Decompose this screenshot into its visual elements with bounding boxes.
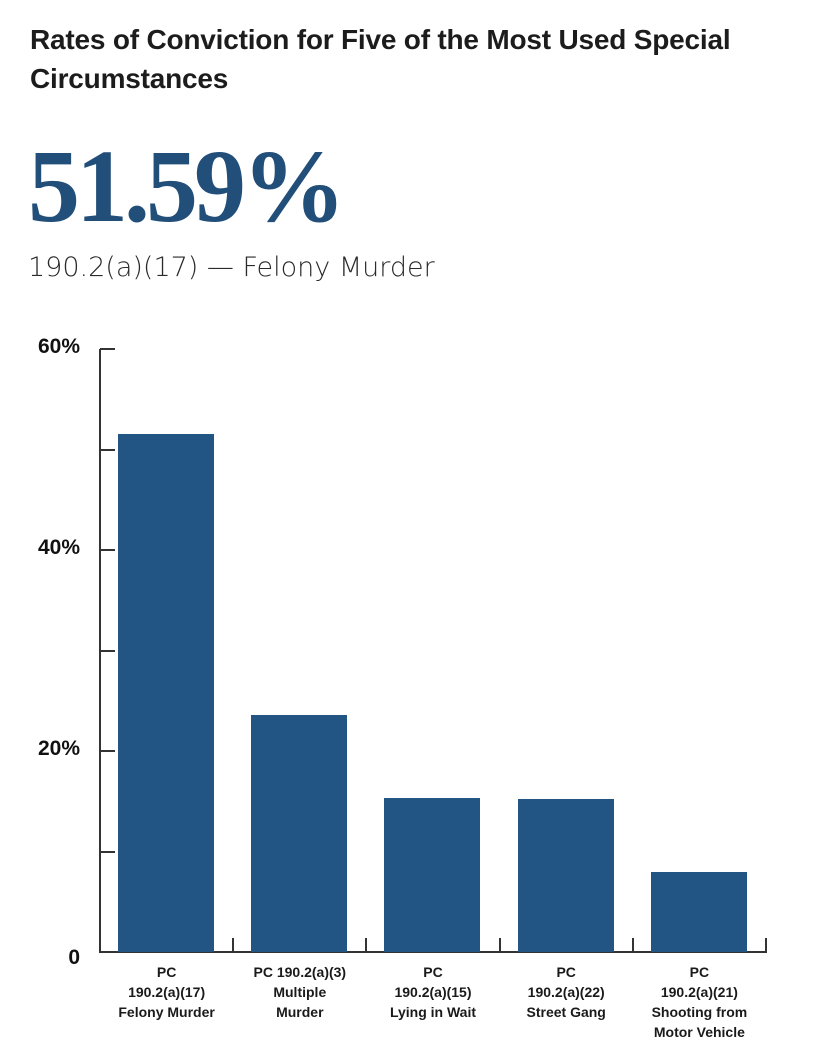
chart-title: Rates of Conviction for Five of the Most… [30, 24, 731, 94]
x-tick [498, 938, 501, 952]
x-category-label: PC 190.2(a)(21) Shooting from Motor Vehi… [651, 964, 748, 1040]
x-category-label: PC 190.2(a)(22) Street Gang [526, 964, 606, 1020]
bar [251, 714, 348, 952]
highlight-value: 51.59% [28, 129, 346, 244]
highlight-label: 190.2(a)(17) — Felony Murder [28, 252, 435, 283]
bar [517, 799, 614, 952]
x-tick [631, 938, 634, 952]
y-tick-label: 0 [68, 946, 80, 969]
y-tick [100, 549, 115, 551]
x-category-label: PC 190.2(a)(17) Felony Murder [118, 964, 215, 1020]
x-tick [765, 938, 767, 952]
y-tick [100, 850, 115, 853]
x-axis [99, 951, 767, 953]
x-tick [232, 938, 235, 952]
x-category-label: PC 190.2(a)(15) Lying in Wait [389, 964, 477, 1020]
y-tick [100, 448, 115, 451]
x-category-label: PC 190.2(a)(3) Multiple Murder [253, 964, 347, 1020]
bar [384, 798, 481, 952]
y-tick-label: 20% [37, 737, 80, 760]
y-tick [100, 649, 115, 652]
y-tick-label: 60% [37, 335, 80, 358]
y-tick [100, 348, 115, 350]
bar [118, 433, 214, 952]
bar [650, 871, 747, 952]
y-tick-label: 40% [37, 536, 80, 559]
x-tick [365, 938, 368, 952]
y-tick [100, 750, 115, 752]
